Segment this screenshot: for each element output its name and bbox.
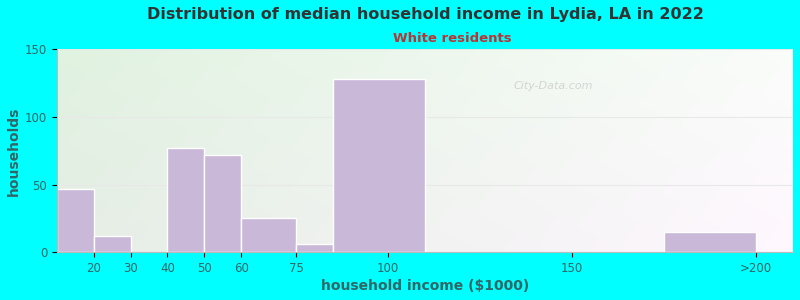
Bar	[94, 236, 130, 252]
X-axis label: household income ($1000): household income ($1000)	[321, 279, 529, 293]
Bar	[167, 148, 204, 252]
Text: White residents: White residents	[393, 32, 511, 44]
Text: City-Data.com: City-Data.com	[514, 81, 593, 91]
Y-axis label: households: households	[7, 106, 21, 196]
Bar	[204, 155, 241, 252]
Title: Distribution of median household income in Lydia, LA in 2022: Distribution of median household income …	[146, 7, 703, 22]
Bar	[296, 244, 333, 252]
Bar	[664, 232, 756, 252]
Bar	[241, 218, 296, 252]
Bar	[57, 189, 94, 252]
Bar	[333, 79, 425, 252]
